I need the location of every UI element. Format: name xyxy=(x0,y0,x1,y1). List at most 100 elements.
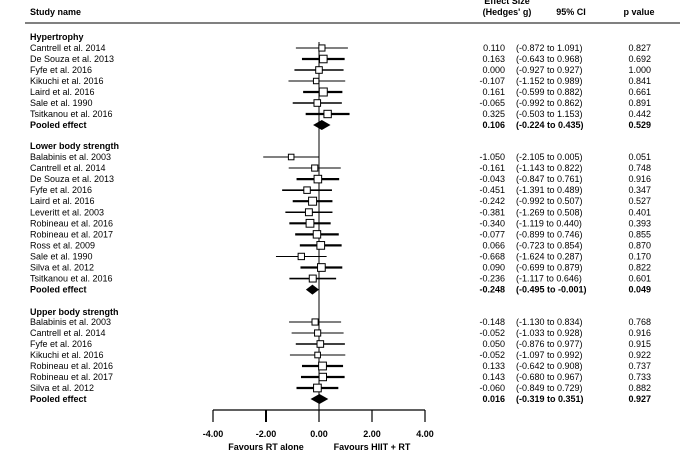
p-value: 0.870 xyxy=(628,240,651,250)
p-value: 0.768 xyxy=(628,317,651,327)
effect-size: -0.148 xyxy=(479,317,505,327)
p-value: 0.855 xyxy=(628,229,651,239)
effect-marker xyxy=(318,87,328,97)
effect-marker xyxy=(311,164,319,172)
effect-marker xyxy=(297,252,305,261)
study-name: Robineau et al. 2016 xyxy=(30,361,113,371)
effect-size: -0.381 xyxy=(479,207,505,217)
pooled-confidence-interval: (-0.319 to 0.351) xyxy=(516,394,584,404)
study-name: Cantrell et al. 2014 xyxy=(30,328,106,338)
group-title: Upper body strength xyxy=(30,307,119,317)
header-effect: (Hedges' g) xyxy=(483,7,532,17)
pooled-effect-size: 0.016 xyxy=(482,394,505,404)
p-value: 0.051 xyxy=(628,152,651,162)
pooled-diamond xyxy=(313,120,331,130)
effect-marker xyxy=(314,329,322,337)
effect-size: -0.340 xyxy=(479,218,505,228)
confidence-interval: (-0.503 to 1.153) xyxy=(516,109,583,119)
study-name: Robineau et al. 2016 xyxy=(30,218,113,228)
effect-marker xyxy=(304,208,313,217)
confidence-interval: (-0.699 to 0.879) xyxy=(516,263,583,273)
confidence-interval: (-0.899 to 0.746) xyxy=(516,229,583,239)
study-name: Robineau et al. 2017 xyxy=(30,229,113,239)
p-value: 0.748 xyxy=(628,163,651,173)
study-name: Fyfe et al. 2016 xyxy=(30,339,92,349)
confidence-interval: (-0.599 to 0.882) xyxy=(516,87,583,97)
effect-marker xyxy=(323,109,332,119)
study-name: Kikuchi et al. 2016 xyxy=(30,350,104,360)
study-name: Silva et al. 2012 xyxy=(30,383,94,393)
study-name: Laird et al. 2016 xyxy=(30,87,95,97)
effect-marker xyxy=(315,66,323,74)
p-value: 0.916 xyxy=(628,174,651,184)
pooled-effect-size: 0.106 xyxy=(482,120,505,130)
pooled-diamond xyxy=(310,394,329,404)
p-value: 0.601 xyxy=(628,274,651,284)
effect-marker xyxy=(313,174,323,184)
effect-marker xyxy=(313,99,322,107)
p-value: 0.841 xyxy=(628,76,651,86)
confidence-interval: (-1.624 to 0.287) xyxy=(516,251,583,261)
confidence-interval: (-0.849 to 0.729) xyxy=(516,383,583,393)
pooled-confidence-interval: (-0.495 to -0.001) xyxy=(516,285,587,295)
favours-right-label: Favours HIIT + RT xyxy=(334,442,411,452)
confidence-interval: (-1.033 to 0.928) xyxy=(516,328,583,338)
p-value: 0.393 xyxy=(628,218,651,228)
confidence-interval: (-0.847 to 0.761) xyxy=(516,174,583,184)
x-tick-label: -2.00 xyxy=(256,429,277,439)
effect-marker xyxy=(312,77,320,85)
study-name: Laird et al. 2016 xyxy=(30,196,95,206)
effect-size: 0.325 xyxy=(482,109,505,119)
p-value: 0.922 xyxy=(628,350,651,360)
p-value: 0.916 xyxy=(628,328,651,338)
effect-size: -0.236 xyxy=(479,274,505,284)
effect-marker xyxy=(303,186,311,194)
x-tick-label: -4.00 xyxy=(203,429,224,439)
study-name: Sale et al. 1990 xyxy=(30,251,93,261)
effect-marker xyxy=(319,54,328,64)
p-value: 0.527 xyxy=(628,196,651,206)
study-name: Tsitkanou et al. 2016 xyxy=(30,109,113,119)
confidence-interval: (-0.642 to 0.908) xyxy=(516,361,583,371)
effect-size: 0.050 xyxy=(482,339,505,349)
x-tick-label: 0.00 xyxy=(310,429,328,439)
p-value: 0.882 xyxy=(628,383,651,393)
study-name: Leveritt et al. 2003 xyxy=(30,207,104,217)
p-value: 0.737 xyxy=(628,361,651,371)
p-value: 0.891 xyxy=(628,98,651,108)
confidence-interval: (-0.876 to 0.977) xyxy=(516,339,583,349)
effect-marker xyxy=(308,196,318,206)
p-value: 0.170 xyxy=(628,251,651,261)
confidence-interval: (-1.152 to 0.989) xyxy=(516,76,583,86)
confidence-interval: (-0.680 to 0.967) xyxy=(516,372,583,382)
study-name: Kikuchi et al. 2016 xyxy=(30,76,104,86)
effect-size: -0.052 xyxy=(479,328,505,338)
effect-size: -0.060 xyxy=(479,383,505,393)
effect-marker xyxy=(316,241,326,250)
effect-size: 0.000 xyxy=(482,65,505,75)
header-ci: 95% CI xyxy=(556,7,586,17)
study-name: Silva et al. 2012 xyxy=(30,263,94,273)
study-name: Balabinis et al. 2003 xyxy=(30,317,111,327)
p-value: 0.401 xyxy=(628,207,651,217)
effect-size: 0.143 xyxy=(482,372,505,382)
study-name: Tsitkanou et al. 2016 xyxy=(30,274,113,284)
x-tick-label: 4.00 xyxy=(416,429,434,439)
study-name: De Souza et al. 2013 xyxy=(30,174,114,184)
effect-marker xyxy=(318,361,327,371)
study-name: Fyfe et al. 2016 xyxy=(30,185,92,195)
effect-size: 0.133 xyxy=(482,361,505,371)
confidence-interval: (-0.992 to 0.507) xyxy=(516,196,583,206)
effect-marker xyxy=(308,274,317,283)
pooled-p-value: 0.529 xyxy=(628,120,651,130)
effect-marker xyxy=(287,153,295,161)
p-value: 0.827 xyxy=(628,43,651,53)
header-effect-top: Effect Size xyxy=(484,0,530,6)
effect-size: -0.065 xyxy=(479,98,505,108)
p-value: 0.692 xyxy=(628,54,651,64)
confidence-interval: (-1.391 to 0.489) xyxy=(516,185,583,195)
group-title: Hypertrophy xyxy=(30,32,84,42)
effect-size: 0.110 xyxy=(483,43,505,53)
confidence-interval: (-1.117 to 0.646) xyxy=(516,274,582,284)
